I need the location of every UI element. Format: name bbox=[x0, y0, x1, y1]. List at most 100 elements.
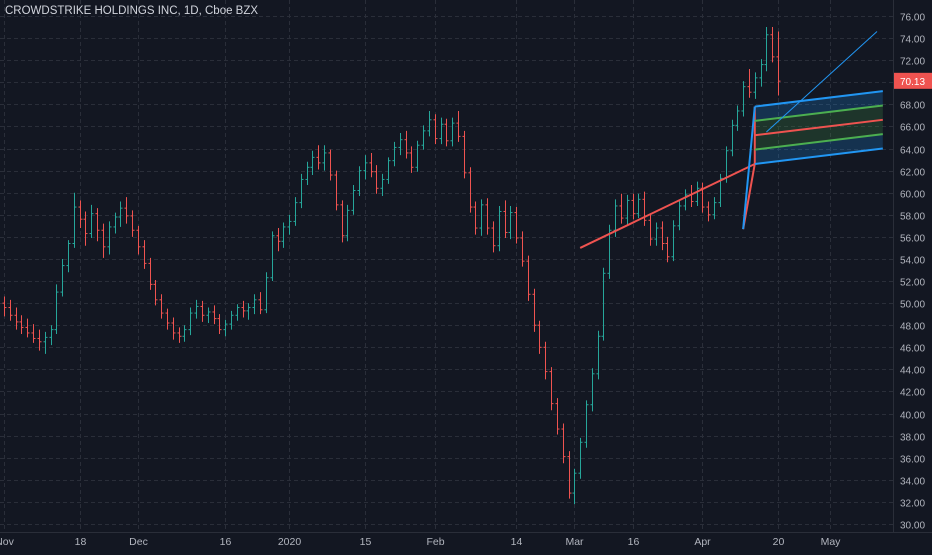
ohlc-bar bbox=[567, 451, 572, 499]
grid bbox=[0, 0, 893, 532]
ohlc-bar bbox=[14, 307, 19, 330]
price-bars bbox=[2, 27, 781, 505]
ohlc-bar bbox=[712, 197, 717, 220]
ohlc-bar bbox=[479, 199, 484, 236]
ohlc-bar bbox=[776, 31, 781, 96]
ohlc-bar bbox=[450, 117, 455, 147]
ohlc-bar bbox=[770, 27, 775, 63]
ohlc-bar bbox=[409, 146, 414, 173]
trend-line bbox=[579, 163, 756, 249]
ohlc-bar bbox=[357, 166, 362, 197]
ohlc-bar bbox=[95, 208, 100, 242]
ohlc-bar bbox=[8, 299, 13, 321]
time-axis: Nov 18 Dec 16 2020 15 Feb 14 Mar 16 Apr 20 May bbox=[0, 536, 841, 548]
ohlc-bar bbox=[124, 197, 129, 224]
ohlc-bar bbox=[229, 310, 234, 330]
ohlc-bar bbox=[351, 184, 356, 215]
ohlc-bar bbox=[148, 257, 153, 290]
ohlc-bar bbox=[194, 299, 199, 319]
x-tick-label: 20 bbox=[773, 536, 785, 548]
ohlc-bar bbox=[49, 325, 54, 346]
y-tick-label: 40.00 bbox=[900, 411, 925, 422]
x-tick-label: May bbox=[821, 536, 842, 548]
ohlc-bar bbox=[206, 307, 211, 324]
ohlc-bar bbox=[665, 236, 670, 263]
ohlc-bar bbox=[386, 157, 391, 184]
ohlc-bar bbox=[322, 145, 327, 171]
ohlc-bar bbox=[345, 204, 350, 242]
ohlc-bar bbox=[2, 296, 7, 317]
ohlc-bar bbox=[503, 200, 508, 238]
ohlc-bar bbox=[60, 258, 65, 297]
ohlc-bar bbox=[456, 110, 461, 142]
pitchfork-inner-lower bbox=[754, 104, 883, 122]
ohlc-bar bbox=[89, 204, 94, 238]
last-price-marker: 70.13 bbox=[894, 72, 932, 89]
ohlc-bar bbox=[520, 231, 525, 267]
ohlc-bar bbox=[19, 315, 24, 335]
ohlc-bar bbox=[421, 125, 426, 150]
ohlc-bar bbox=[142, 240, 147, 269]
ohlc-bar bbox=[671, 220, 676, 262]
ohlc-bar bbox=[118, 201, 123, 227]
ohlc-bar bbox=[66, 240, 71, 273]
ohlc-bar bbox=[601, 267, 606, 341]
ohlc-bar bbox=[153, 279, 158, 306]
ohlc-bar bbox=[43, 331, 48, 354]
x-tick-label: Mar bbox=[565, 536, 584, 548]
pitchfork-outer-upper bbox=[754, 147, 883, 165]
ohlc-bar bbox=[433, 114, 438, 145]
y-tick-label: 64.00 bbox=[900, 146, 925, 157]
x-tick-label: 2020 bbox=[278, 536, 302, 548]
ohlc-bar bbox=[177, 327, 182, 343]
ohlc-bar bbox=[83, 211, 88, 246]
last-price-box bbox=[894, 72, 932, 89]
ohlc-bar bbox=[654, 222, 659, 246]
pitchfork-inner-upper bbox=[754, 133, 883, 151]
ohlc-bar bbox=[78, 200, 83, 229]
ohlc-bar bbox=[328, 149, 333, 181]
ohlc-bar bbox=[561, 423, 566, 464]
y-tick-label: 46.00 bbox=[900, 344, 925, 355]
ohlc-bar bbox=[182, 325, 187, 342]
ohlc-bar bbox=[72, 192, 77, 248]
ohlc-bar bbox=[31, 324, 36, 343]
ohlc-bar bbox=[753, 72, 758, 99]
y-tick-label: 42.00 bbox=[900, 388, 925, 399]
ohlc-bar bbox=[54, 284, 59, 335]
ohlc-bar bbox=[584, 400, 589, 448]
y-tick-label: 38.00 bbox=[900, 433, 925, 444]
ohlc-bar bbox=[171, 317, 176, 340]
y-tick-label: 56.00 bbox=[900, 234, 925, 245]
ohlc-bar bbox=[316, 145, 321, 170]
ohlc-bar bbox=[590, 368, 595, 412]
ohlc-bar bbox=[340, 200, 345, 243]
y-tick-label: 76.00 bbox=[900, 13, 925, 24]
chart-title: CROWDSTRIKE HOLDINGS INC, 1D, Cboe BZX bbox=[5, 5, 259, 17]
ohlc-bar bbox=[555, 398, 560, 435]
x-tick-label: Nov bbox=[0, 536, 15, 548]
drawings bbox=[579, 31, 883, 249]
y-tick-label: 58.00 bbox=[900, 212, 925, 223]
y-tick-label: 74.00 bbox=[900, 35, 925, 46]
pitchfork-zone bbox=[754, 105, 883, 136]
pitchfork-outer-lower bbox=[754, 90, 883, 108]
ohlc-bar bbox=[159, 294, 164, 319]
ohlc-bar bbox=[276, 228, 281, 252]
ohlc-bar bbox=[363, 155, 368, 180]
ohlc-bar bbox=[444, 118, 449, 147]
ohlc-bar bbox=[281, 222, 286, 248]
ohlc-bar bbox=[252, 294, 257, 315]
ohlc-bar bbox=[235, 304, 240, 321]
y-tick-label: 52.00 bbox=[900, 278, 925, 289]
ohlc-bar bbox=[508, 205, 513, 240]
ohlc-bar bbox=[101, 223, 106, 258]
ohlc-bar bbox=[392, 141, 397, 167]
x-tick-label: 14 bbox=[511, 536, 523, 548]
ohlc-bar bbox=[427, 110, 432, 137]
price-axis: 30.00 32.00 34.00 36.00 38.00 40.00 42.00 44.00… bbox=[900, 13, 925, 532]
ohlc-bar bbox=[543, 341, 548, 380]
ohlc-bar bbox=[334, 170, 339, 211]
